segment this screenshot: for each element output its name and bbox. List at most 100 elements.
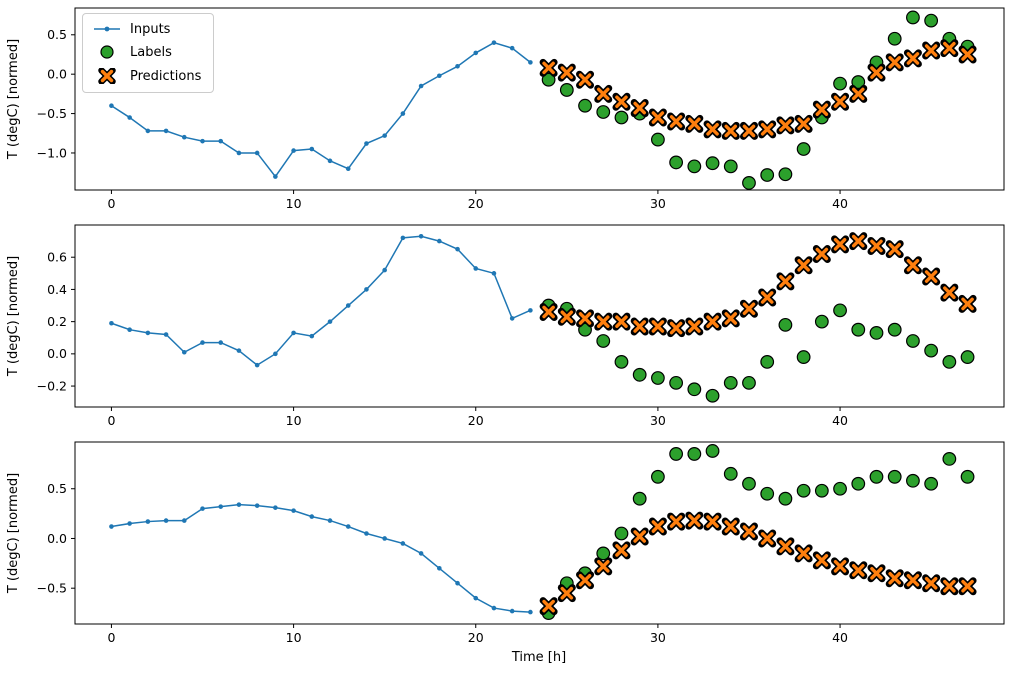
inputs-point [109, 320, 114, 326]
inputs-point [400, 111, 406, 116]
inputs-point [218, 504, 224, 509]
y-tick-label: −0.2 [37, 378, 67, 393]
ylabel-subplot-2: T (degC) [normed] [6, 256, 21, 377]
inputs-point [200, 340, 205, 345]
x-tick-label: 30 [650, 196, 666, 211]
x-tick-label: 40 [832, 196, 848, 211]
x-tick-label: 30 [650, 413, 666, 428]
predictions-marker [742, 124, 756, 138]
x-tick-label: 10 [286, 196, 302, 211]
labels-marker [742, 476, 756, 491]
inputs-point [528, 60, 533, 65]
labels-marker [869, 326, 884, 340]
predictions-marker [906, 52, 920, 65]
predictions-marker [560, 66, 574, 79]
inputs-point [400, 541, 406, 546]
x-tick-label: 10 [286, 630, 302, 645]
predictions-marker [615, 95, 628, 109]
predictions-marker [615, 544, 628, 557]
labels-marker [960, 350, 975, 364]
labels-marker [833, 76, 847, 91]
inputs-point [382, 536, 387, 541]
labels-marker [760, 486, 775, 501]
predictions-marker [760, 123, 774, 136]
x-tick-label: 20 [468, 413, 484, 428]
predictions-marker [906, 573, 920, 587]
labels-marker [651, 132, 665, 147]
predictions-marker [542, 61, 555, 75]
inputs-point [163, 128, 169, 134]
predictions-marker [779, 275, 792, 288]
labels-marker [960, 469, 975, 484]
labels-marker [723, 159, 738, 174]
labels-marker [796, 483, 811, 498]
predictions-marker [833, 95, 847, 109]
labels-marker [924, 476, 939, 491]
inputs-point [455, 246, 460, 252]
x-tick-label: 10 [286, 413, 302, 428]
labels-marker [687, 382, 702, 397]
plots-group: −1.0 −0.5 0.0 0.5 0 10 20 30 40 −0.2 0.0 0.2 0.4 0.6 0… [37, 7, 1005, 645]
inputs-point [491, 271, 497, 276]
legend: Inputs Labels Predictions [82, 13, 215, 93]
labels-marker [942, 355, 957, 369]
inputs-line [111, 503, 531, 613]
inputs-point [236, 502, 242, 507]
x-tick-label: 30 [650, 630, 666, 645]
inputs-point [291, 148, 296, 153]
inputs-point [345, 166, 351, 172]
y-tick-label: −1.0 [37, 145, 67, 160]
legend-item-predictions: Predictions [93, 68, 201, 84]
inputs-point [145, 128, 151, 134]
predictions-marker [688, 514, 701, 527]
predictions-marker [542, 599, 555, 613]
predictions-marker [961, 48, 974, 61]
predictions-marker [924, 44, 938, 57]
labels-marker [942, 452, 957, 466]
predictions-marker [633, 320, 646, 333]
predictions-marker [851, 234, 865, 248]
inputs-point [528, 308, 533, 313]
labels-marker [669, 155, 684, 170]
inputs-point [418, 83, 424, 89]
labels-marker [632, 367, 647, 382]
predictions-marker [724, 520, 738, 533]
inputs-point [309, 514, 315, 519]
inputs-point [273, 174, 278, 179]
y-tick-label: 0.5 [47, 27, 67, 42]
predictions-marker [633, 101, 646, 115]
inputs-point [273, 351, 278, 357]
predictions-marker [615, 315, 628, 328]
inputs-point [509, 608, 515, 614]
predictions-marker [596, 87, 610, 101]
predictions-marker [797, 117, 810, 131]
predictions-marker [815, 554, 829, 567]
predictions-marker [706, 123, 719, 136]
inputs-point [327, 319, 333, 324]
predictions-marker [542, 305, 555, 319]
inputs-point [437, 566, 442, 571]
inputs-point [418, 551, 424, 556]
inputs-point [145, 330, 151, 336]
predictions-marker [888, 571, 902, 585]
predictions-marker [797, 258, 810, 272]
inputs-point [437, 238, 442, 244]
x-tick-label: 0 [107, 630, 115, 645]
inputs-point [491, 40, 497, 45]
labels-marker [614, 526, 629, 541]
predictions-marker [724, 312, 738, 325]
predictions-marker [578, 73, 592, 86]
predictions-marker [706, 315, 719, 328]
inputs-point [455, 580, 460, 586]
predictions-marker [651, 320, 665, 333]
labels-marker [760, 168, 775, 182]
labels-marker [869, 469, 884, 484]
labels-marker [669, 447, 684, 461]
predictions-marker [578, 312, 592, 325]
inputs-point [218, 340, 224, 345]
x-tick-label: 40 [832, 413, 848, 428]
labels-marker [596, 334, 611, 348]
predictions-marker [961, 579, 974, 593]
labels-marker [651, 469, 665, 484]
